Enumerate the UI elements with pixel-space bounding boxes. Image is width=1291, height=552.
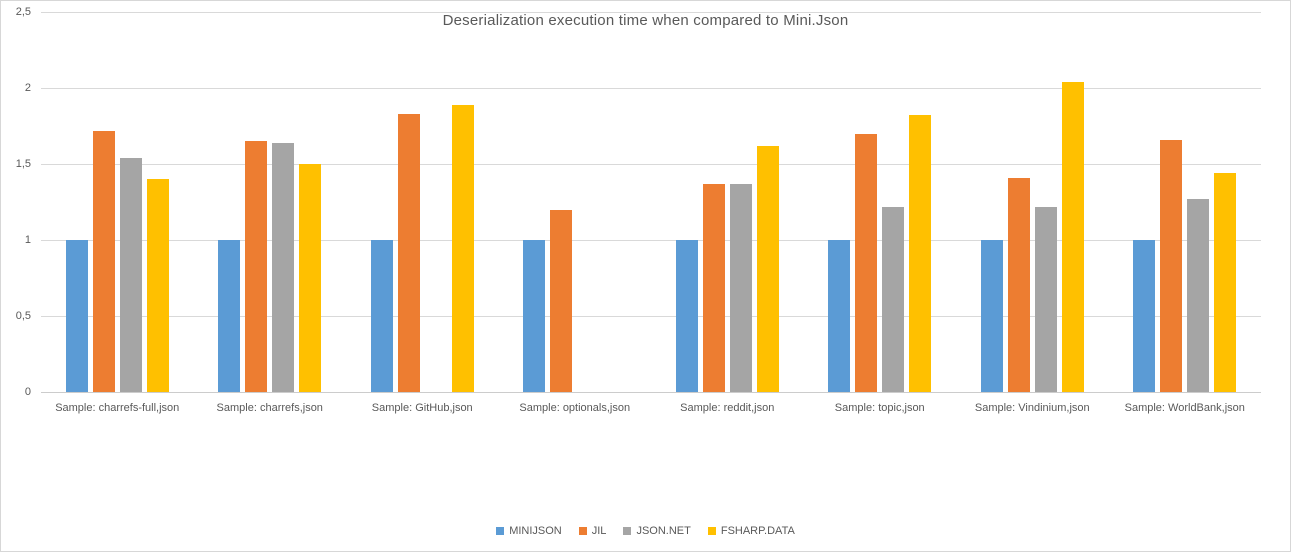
category-label: Sample: topic,json <box>834 402 925 414</box>
bar-jil <box>1007 177 1030 392</box>
bar-group-sample-topic-json <box>804 12 957 392</box>
legend-item-minijson: MINIJSON <box>496 525 562 537</box>
plot-area <box>41 12 1261 393</box>
category-label: Sample: WorldBank,json <box>1124 402 1245 414</box>
bar-group-sample-charrefs-full-json <box>41 12 194 392</box>
bar-fsharp-data <box>299 164 322 392</box>
y-tick-label: 0,5 <box>15 310 31 322</box>
bar-group-sample-optionals-json <box>499 12 652 392</box>
legend-swatch-icon <box>707 527 716 535</box>
y-tick-label: 2 <box>24 82 31 94</box>
bar-json-net <box>119 157 142 392</box>
legend-item-fsharp-data: FSHARP.DATA <box>707 525 795 537</box>
bar-jil <box>245 141 268 392</box>
legend-label: MINIJSON <box>509 525 562 537</box>
bar-json-net <box>882 206 905 392</box>
legend-swatch-icon <box>623 527 632 535</box>
bar-minijson <box>828 240 851 392</box>
category-label: Sample: reddit,json <box>680 402 775 414</box>
legend-swatch-icon <box>578 527 587 535</box>
category-label: Sample: charrefs,json <box>216 402 323 414</box>
bar-group-sample-reddit-json <box>651 12 804 392</box>
category-label: Sample: charrefs-full,json <box>55 402 180 414</box>
bar-group-sample-worldbank-json <box>1109 12 1262 392</box>
bar-minijson <box>370 240 393 392</box>
bar-json-net <box>729 183 752 392</box>
bar-fsharp-data <box>1061 81 1084 392</box>
y-tick-label: 0 <box>24 386 31 398</box>
bar-json-net <box>1187 198 1210 392</box>
bar-jil <box>550 209 573 392</box>
category-label: Sample: Vindinium,json <box>974 402 1090 414</box>
bar-group-sample-vindinium-json <box>956 12 1109 392</box>
bar-json-net <box>272 142 295 392</box>
bar-jil <box>1160 139 1183 392</box>
legend-item-json-net: JSON.NET <box>623 525 691 537</box>
bar-groups <box>41 12 1261 392</box>
bar-minijson <box>980 240 1003 392</box>
legend-label: JSON.NET <box>636 525 691 537</box>
bar-minijson <box>218 240 241 392</box>
bar-minijson <box>1133 240 1156 392</box>
bar-fsharp-data <box>1214 173 1237 392</box>
bar-jil <box>702 183 725 392</box>
gridline-2,5 <box>41 12 1261 13</box>
category-label: Sample: optionals,json <box>519 402 631 414</box>
bar-fsharp-data <box>909 115 932 392</box>
chart-legend: MINIJSON JIL JSON.NET FSHARP.DATA <box>1 525 1290 537</box>
legend-item-jil: JIL <box>578 525 607 537</box>
y-tick-label: 1 <box>24 234 31 246</box>
y-tick-label: 1,5 <box>15 158 31 170</box>
bar-minijson <box>675 240 698 392</box>
bar-minijson <box>523 240 546 392</box>
bar-fsharp-data <box>146 179 169 392</box>
bar-minijson <box>65 240 88 392</box>
category-label: Sample: GitHub,json <box>371 402 473 414</box>
y-tick-label: 2,5 <box>15 6 31 18</box>
chart-title: Deserialization execution time when comp… <box>442 12 849 29</box>
legend-label: JIL <box>591 525 607 537</box>
legend-label: FSHARP.DATA <box>720 525 795 537</box>
bar-group-sample-github-json <box>346 12 499 392</box>
gridline-2 <box>41 88 1261 89</box>
gridline-1 <box>41 240 1261 241</box>
bar-json-net <box>1034 206 1057 392</box>
legend-swatch-icon <box>496 527 505 535</box>
bar-jil <box>397 113 420 392</box>
bar-fsharp-data <box>451 104 474 392</box>
gridline-1,5 <box>41 164 1261 165</box>
x-axis-category-labels: Sample: charrefs-full,json Sample: charre… <box>41 402 1261 414</box>
bar-fsharp-data <box>756 145 779 392</box>
bar-jil <box>855 133 878 392</box>
x-axis-line <box>41 392 1261 393</box>
gridline-0,5 <box>41 316 1261 317</box>
bar-group-sample-charrefs-json <box>194 12 347 392</box>
bar-jil <box>92 130 115 392</box>
